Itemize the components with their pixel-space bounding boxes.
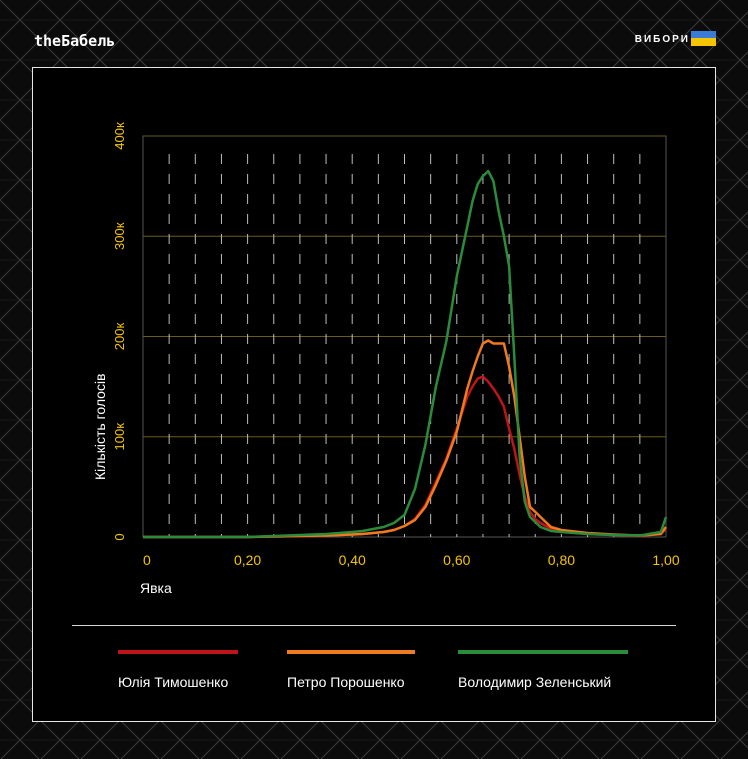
- ukraine-flag-icon: [691, 31, 716, 46]
- section-label[interactable]: ВИБОРИ: [634, 34, 690, 45]
- brand-logo[interactable]: theБабель: [34, 32, 116, 50]
- x-tick-label: 0,40: [339, 552, 366, 568]
- legend-item-zelensky: Володимир Зеленський: [458, 650, 628, 690]
- legend-item-poroshenko: Петро Порошенко: [287, 650, 415, 690]
- y-tick-label: 400к: [112, 122, 127, 150]
- y-tick-label: 100к: [112, 423, 127, 451]
- x-axis-label: Явка: [140, 580, 172, 596]
- x-tick-label: 0,20: [234, 552, 261, 568]
- legend-swatch-poroshenko: [287, 650, 415, 654]
- x-tick-label: 0: [143, 552, 151, 568]
- y-tick-label: 200к: [112, 323, 127, 351]
- series-line-2: [143, 169, 668, 539]
- x-tick-label: 0,80: [548, 552, 575, 568]
- series-line-1: [143, 339, 668, 539]
- legend-swatch-zelensky: [458, 650, 628, 654]
- legend-swatch-tymoshenko: [118, 650, 238, 654]
- y-tick-label: 0: [112, 533, 127, 540]
- x-tick-label: 1,00: [652, 552, 679, 568]
- legend-label-tymoshenko: Юлія Тимошенко: [118, 674, 229, 690]
- legend-divider: [72, 625, 676, 626]
- chart-frame: [32, 67, 716, 722]
- flag-stripe-yellow: [691, 38, 716, 46]
- legend-label-zelensky: Володимир Зеленський: [458, 674, 612, 690]
- legend-label-poroshenko: Петро Порошенко: [287, 674, 405, 690]
- y-axis-label: Кількість голосів: [92, 373, 108, 481]
- x-tick-label: 0,60: [443, 552, 470, 568]
- flag-stripe-blue: [691, 31, 716, 38]
- y-tick-label: 300к: [112, 222, 127, 250]
- legend-item-tymoshenko: Юлія Тимошенко: [118, 650, 238, 690]
